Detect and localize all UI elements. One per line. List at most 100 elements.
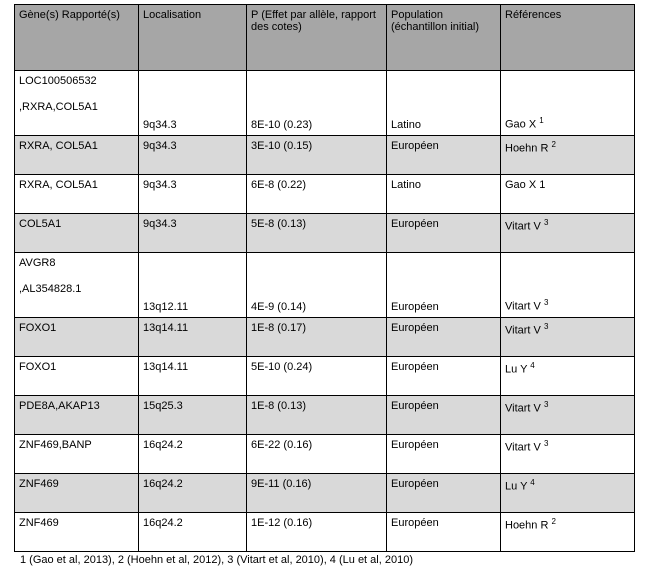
cell-p: 6E-22 (0.16) (247, 435, 387, 474)
cell-pop: Européen (387, 318, 501, 357)
col-header-loc: Localisation (139, 5, 247, 71)
cell-ref: Vitart V 3 (501, 214, 635, 253)
cell-gene: FOXO1 (15, 357, 139, 396)
cell-ref: Hoehn R 2 (501, 136, 635, 175)
cell-loc: 9q34.3 (139, 136, 247, 175)
cell-p: 5E-10 (0.24) (247, 357, 387, 396)
gene-line1: LOC100506532 (19, 75, 134, 87)
cell-pop: Européen (387, 136, 501, 175)
cell-ref: Vitart V 3 (501, 396, 635, 435)
cell-pop: Latino (387, 71, 501, 136)
table-row: COL5A19q34.35E-8 (0.13)EuropéenVitart V … (15, 214, 635, 253)
cell-gene: RXRA, COL5A1 (15, 136, 139, 175)
cell-ref: Lu Y 4 (501, 357, 635, 396)
cell-loc: 16q24.2 (139, 435, 247, 474)
ref-sup: 3 (544, 322, 548, 331)
col-header-gene: Gène(s) Rapporté(s) (15, 5, 139, 71)
ref-sup: 3 (544, 400, 548, 409)
cell-p: 1E-12 (0.16) (247, 513, 387, 552)
cell-gene: ZNF469 (15, 513, 139, 552)
cell-p: 6E-8 (0.22) (247, 175, 387, 214)
ref-text: Vitart V (505, 325, 541, 337)
cell-pop: Européen (387, 253, 501, 318)
cell-pop: Européen (387, 513, 501, 552)
cell-gene: LOC100506532,RXRA,COL5A1 (15, 71, 139, 136)
col-header-p: P (Effet par allèle, rapport des cotes) (247, 5, 387, 71)
table-row: AVGR8 ,AL354828.1 13q12.114E-9 (0.14)Europ… (15, 253, 635, 318)
cell-p: 1E-8 (0.17) (247, 318, 387, 357)
cell-loc: 9q34.3 (139, 175, 247, 214)
col-header-pop: Population (échantillon initial) (387, 5, 501, 71)
col-header-ref: Références (501, 5, 635, 71)
cell-p: 9E-11 (0.16) (247, 474, 387, 513)
cell-gene: ZNF469 (15, 474, 139, 513)
cell-pop: Européen (387, 214, 501, 253)
cell-loc: 9q34.3 (139, 71, 247, 136)
cell-ref: Vitart V 3 (501, 318, 635, 357)
table-row: RXRA, COL5A19q34.33E-10 (0.15)EuropéenHo… (15, 136, 635, 175)
ref-sup: 2 (551, 140, 555, 149)
col-header-gene-l1: Gène(s) Rapporté(s) (19, 9, 120, 21)
genes-table: Gène(s) Rapporté(s) Localisation P (Effe… (14, 4, 635, 552)
cell-gene: COL5A1 (15, 214, 139, 253)
cell-gene: ZNF469,BANP (15, 435, 139, 474)
table-row: ZNF46916q24.29E-11 (0.16)EuropéenLu Y 4 (15, 474, 635, 513)
cell-gene: FOXO1 (15, 318, 139, 357)
page-root: Gène(s) Rapporté(s) Localisation P (Effe… (0, 4, 660, 539)
cell-ref: Vitart V 3 (501, 253, 635, 318)
footnote-text: 1 (Gao et al, 2013), 2 (Hoehn et al, 201… (20, 554, 660, 566)
cell-ref: Gao X 1 (501, 71, 635, 136)
ref-text: Vitart V (505, 301, 541, 313)
cell-loc: 16q24.2 (139, 474, 247, 513)
cell-ref: Lu Y 4 (501, 474, 635, 513)
ref-sup: 1 (539, 116, 543, 125)
ref-sup: 4 (530, 478, 534, 487)
ref-sup: 2 (551, 517, 555, 526)
cell-pop: Européen (387, 396, 501, 435)
ref-text: Lu Y (505, 481, 527, 493)
ref-sup: 3 (544, 218, 548, 227)
table-header-row: Gène(s) Rapporté(s) Localisation P (Effe… (15, 5, 635, 71)
table-row: PDE8A,AKAP1315q25.31E-8 (0.13)EuropéenVi… (15, 396, 635, 435)
ref-sup: 3 (544, 298, 548, 307)
table-row: RXRA, COL5A19q34.36E-8 (0.22)Latino Gao X… (15, 175, 635, 214)
table-row: ZNF469,BANP16q24.26E-22 (0.16)EuropéenVi… (15, 435, 635, 474)
ref-text: Vitart V (505, 403, 541, 415)
table-row: LOC100506532,RXRA,COL5A19q34.38E-10 (0.2… (15, 71, 635, 136)
ref-text: Gao X (505, 119, 536, 131)
table-row: FOXO113q14.111E-8 (0.17)EuropéenVitart V… (15, 318, 635, 357)
table-body: LOC100506532,RXRA,COL5A19q34.38E-10 (0.2… (15, 71, 635, 552)
ref-text: Vitart V (505, 221, 541, 233)
cell-pop: Européen (387, 474, 501, 513)
cell-loc: 13q12.11 (139, 253, 247, 318)
ref-text: Hoehn R (505, 143, 548, 155)
table-row: ZNF46916q24.21E-12 (0.16)EuropéenHoehn R… (15, 513, 635, 552)
ref-text: Lu Y (505, 364, 527, 376)
cell-p: 5E-8 (0.13) (247, 214, 387, 253)
cell-loc: 16q24.2 (139, 513, 247, 552)
cell-p: 1E-8 (0.13) (247, 396, 387, 435)
cell-gene: PDE8A,AKAP13 (15, 396, 139, 435)
table-row: FOXO113q14.115E-10 (0.24)EuropéenLu Y 4 (15, 357, 635, 396)
cell-p: 4E-9 (0.14) (247, 253, 387, 318)
cell-pop: Latino (387, 175, 501, 214)
cell-loc: 13q14.11 (139, 318, 247, 357)
ref-text: Vitart V (505, 442, 541, 454)
cell-ref: Hoehn R 2 (501, 513, 635, 552)
cell-p: 8E-10 (0.23) (247, 71, 387, 136)
ref-text: Gao X 1 (505, 179, 545, 191)
cell-pop: Européen (387, 357, 501, 396)
ref-sup: 3 (544, 439, 548, 448)
cell-loc: 9q34.3 (139, 214, 247, 253)
cell-ref: Vitart V 3 (501, 435, 635, 474)
cell-loc: 13q14.11 (139, 357, 247, 396)
cell-ref: Gao X 1 (501, 175, 635, 214)
cell-loc: 15q25.3 (139, 396, 247, 435)
gene-line1: AVGR8 (19, 257, 134, 269)
cell-gene: RXRA, COL5A1 (15, 175, 139, 214)
cell-pop: Européen (387, 435, 501, 474)
cell-p: 3E-10 (0.15) (247, 136, 387, 175)
cell-gene: AVGR8 ,AL354828.1 (15, 253, 139, 318)
ref-text: Hoehn R (505, 520, 548, 532)
gene-line2: ,AL354828.1 (19, 283, 134, 295)
